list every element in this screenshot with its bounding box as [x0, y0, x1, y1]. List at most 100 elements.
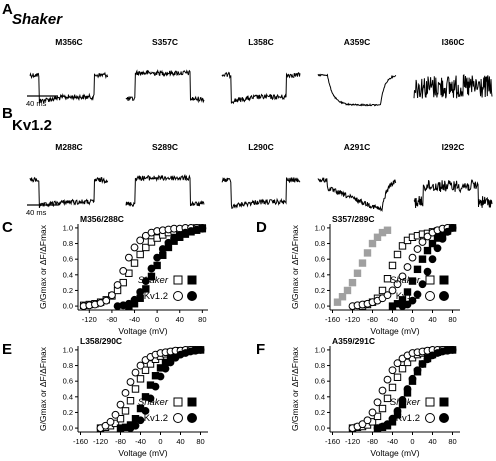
x-tick-label: 80 [196, 437, 204, 446]
data-point [413, 245, 422, 253]
data-point [131, 385, 140, 393]
data-point [358, 259, 367, 267]
data-point [161, 364, 170, 373]
y-tick-label: 0.8 [63, 239, 73, 248]
data-point [408, 253, 417, 262]
data-point [141, 366, 150, 374]
legend-marker [173, 275, 183, 285]
y-tick-label: 0.4 [63, 392, 73, 401]
x-tick-label: 40 [176, 437, 184, 446]
data-point [142, 285, 150, 293]
x-tick-label: -40 [135, 437, 146, 446]
y-tick-label: 1.0 [63, 345, 73, 354]
legend-marker [425, 275, 435, 285]
trace-line [221, 176, 301, 209]
data-point [388, 383, 397, 392]
y-tick-label: 1.0 [315, 223, 325, 232]
data-point [358, 420, 367, 429]
series-filled-circle [398, 224, 457, 310]
x-tick-label: 0 [158, 437, 162, 446]
data-point [136, 375, 145, 383]
legend-label-kv12: Kv1.2 [144, 413, 168, 424]
y-tick-label: 0.8 [315, 361, 325, 370]
legend-marker [425, 413, 435, 423]
data-point [198, 224, 207, 233]
y-tick-label: 0.2 [63, 286, 73, 295]
data-point [164, 238, 173, 247]
legend-label-shaker: Shaker [390, 397, 421, 408]
data-point [398, 364, 407, 373]
y-tick-label: 0.6 [315, 255, 325, 264]
data-point [153, 261, 161, 270]
legend-marker [425, 397, 435, 407]
data-point [126, 397, 135, 405]
trace-i360c: I360C [413, 37, 493, 99]
data-point [403, 263, 412, 271]
data-point [147, 238, 156, 246]
data-point [378, 286, 387, 295]
legend-marker [187, 291, 197, 301]
data-point [398, 396, 407, 404]
data-point [147, 264, 156, 273]
trace-label: S289C [152, 142, 178, 152]
data-point [146, 394, 155, 403]
trace-line [413, 179, 493, 209]
y-tick-label: 0.0 [63, 302, 73, 311]
y-tick-label: 1.0 [315, 345, 325, 354]
trace-label: A291C [344, 142, 370, 152]
y-tick-label: 0.2 [315, 286, 325, 295]
data-point [413, 290, 422, 299]
data-point [121, 389, 130, 397]
data-point [418, 255, 427, 263]
trace-s357c: S357C [125, 37, 205, 104]
data-point [383, 375, 392, 384]
data-point [383, 420, 392, 429]
x-tick-label: -80 [115, 437, 126, 446]
legend-label-kv12: Kv1.2 [144, 291, 168, 302]
x-tick-label: 80 [448, 315, 456, 324]
legend-marker [187, 413, 197, 423]
legend-marker [425, 291, 435, 301]
legend-marker [439, 413, 449, 423]
x-tick-label: -120 [93, 437, 108, 446]
legend-label-kv12: Kv1.2 [396, 291, 420, 302]
trace-line [413, 74, 493, 99]
data-point [108, 291, 116, 300]
data-point [130, 295, 139, 304]
data-point [131, 368, 140, 377]
trace-s289c: S289C [125, 142, 205, 207]
data-point [121, 407, 130, 415]
data-point [378, 386, 387, 395]
data-point [448, 224, 457, 232]
data-point [333, 298, 342, 306]
y-tick-label: 0.8 [63, 361, 73, 370]
data-point [423, 267, 432, 276]
data-point [124, 299, 133, 308]
data-point [383, 291, 392, 300]
data-point [403, 288, 412, 296]
data-point [130, 259, 139, 267]
trace-label: S357C [152, 37, 178, 47]
data-point [156, 372, 165, 381]
chart-panel-d: S357/289C -160 -120 -80 -40 0 40 80 0.0 0.2 0.4 0.6… [290, 214, 460, 336]
panel-label-b: B [2, 105, 13, 122]
chart-title: M356/288C [80, 214, 124, 224]
data-point [388, 261, 397, 270]
scale-bar-label-a: 40 ms [26, 99, 47, 108]
group-label-shaker: Shaker [12, 11, 63, 28]
trace-m356c: M356C [29, 37, 109, 104]
trace-row-kv12: M288C S289C L290C A291C I292C [29, 142, 493, 213]
data-point [443, 227, 452, 236]
data-point [348, 278, 357, 287]
panel-label-c: C [2, 219, 13, 236]
trace-line [125, 69, 205, 104]
legend-label-shaker: Shaker [390, 275, 421, 286]
y-axis-label: G/Gmax or ΔF/ΔFmax [38, 224, 48, 309]
legend-marker [173, 413, 183, 423]
x-tick-label: 80 [448, 437, 456, 446]
x-tick-label: 0 [410, 315, 414, 324]
trace-i292c: I292C [413, 142, 493, 209]
legend-label-shaker: Shaker [138, 275, 169, 286]
chart-panel-f: A359/291C -160 -120 -80 -40 0 40 80 0.0 0.2 0.4 0.6… [290, 336, 460, 458]
data-point [383, 275, 392, 283]
